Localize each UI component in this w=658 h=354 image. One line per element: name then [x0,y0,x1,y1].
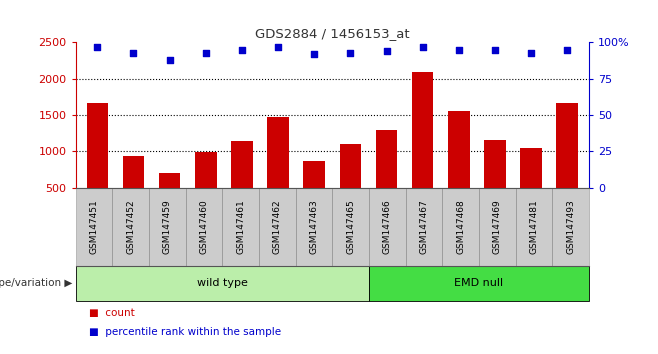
Point [164,57,175,63]
Point [92,44,103,50]
Text: GSM147466: GSM147466 [383,199,392,254]
Text: GSM147469: GSM147469 [493,199,502,254]
Point [381,48,392,54]
Bar [376,130,397,224]
Point [453,47,464,53]
Point [273,44,284,50]
Text: ■  percentile rank within the sample: ■ percentile rank within the sample [89,327,281,337]
Text: GSM147465: GSM147465 [346,199,355,254]
Point [201,50,211,56]
Bar [557,103,578,224]
Text: ■  count: ■ count [89,308,135,318]
Text: GSM147459: GSM147459 [163,199,172,254]
Bar [484,140,506,224]
Bar [86,103,108,224]
Bar [448,112,470,224]
Text: GSM147462: GSM147462 [273,199,282,254]
Text: GSM147467: GSM147467 [419,199,428,254]
Text: GSM147468: GSM147468 [456,199,465,254]
Bar [195,152,216,224]
Text: wild type: wild type [197,278,248,288]
Point [128,50,139,56]
Point [309,51,320,57]
Bar [520,148,542,224]
Text: GSM147493: GSM147493 [566,199,575,254]
Text: GSM147452: GSM147452 [126,199,135,254]
Text: EMD null: EMD null [455,278,503,288]
Text: GSM147451: GSM147451 [89,199,99,254]
Bar [303,161,325,224]
Bar [122,156,144,224]
Point [345,50,355,56]
Bar [412,72,434,224]
Text: GSM147463: GSM147463 [309,199,318,254]
Point [526,50,536,56]
Bar [340,144,361,224]
Point [237,47,247,53]
Bar [159,173,180,224]
Text: GSM147461: GSM147461 [236,199,245,254]
Point [490,47,500,53]
Bar [231,141,253,224]
Title: GDS2884 / 1456153_at: GDS2884 / 1456153_at [255,27,409,40]
Text: GSM147481: GSM147481 [530,199,538,254]
Bar [267,116,289,224]
Text: GSM147460: GSM147460 [199,199,209,254]
Point [417,44,428,50]
Point [562,47,572,53]
Text: genotype/variation ▶: genotype/variation ▶ [0,278,72,288]
